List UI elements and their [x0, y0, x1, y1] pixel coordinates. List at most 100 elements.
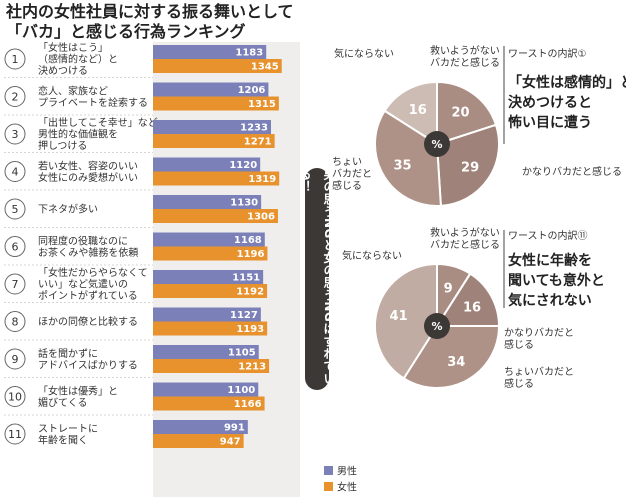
- pie-heading: ワーストの内訳⑪: [508, 229, 588, 242]
- category-label-line: （感情的など）と: [38, 53, 118, 66]
- value-label-male: 1183: [235, 48, 263, 59]
- value-label-female: 1306: [247, 212, 275, 223]
- bar-female: [153, 396, 265, 411]
- slice-label-line: バカだと: [332, 168, 372, 180]
- bar-male: [153, 120, 271, 134]
- value-label-female: 1345: [251, 62, 279, 73]
- pie-caption-line: 決めつけると: [508, 94, 592, 111]
- value-label-female: 947: [220, 437, 241, 448]
- category-label-line: 年齢を聞く: [38, 433, 88, 446]
- slice-label-line: 救いようがない: [430, 226, 500, 239]
- slice-label-line: バカだと感じる: [430, 238, 500, 251]
- bar-male: [153, 345, 259, 359]
- rank-circle: [4, 123, 26, 145]
- rank-number: 10: [8, 391, 22, 404]
- category-label-line: ほかの同僚と比較する: [38, 315, 138, 328]
- bar-female: [153, 434, 244, 448]
- pie-charts: ワーストの内訳①「女性は感情的」と決めつけると怖い目に遭う20救いようがないバカ…: [324, 44, 626, 494]
- bar-male: [153, 82, 269, 97]
- pie-heading: ワーストの内訳①: [508, 47, 586, 60]
- caption-box: [504, 46, 624, 144]
- category-label-line: 媚びてくる: [38, 396, 88, 409]
- pie-slice: [435, 123, 500, 207]
- category-label-line: 女性にのみ愛想がいい: [38, 171, 138, 184]
- pie-slice: [435, 272, 501, 327]
- pie-slice: [383, 80, 438, 146]
- rank-number: 4: [12, 166, 19, 179]
- category-label-line: 押しつける: [38, 139, 87, 152]
- slice-label-line: 感じる: [504, 377, 534, 390]
- category-label-line: アドバイスばかりする: [38, 359, 138, 371]
- pie-caption-line: 聞いても意外と: [508, 272, 605, 289]
- category-label-line: 恋人、家族など: [38, 84, 108, 97]
- rank-number: 2: [12, 91, 19, 104]
- category-label-line: 話を聞かずに: [38, 347, 98, 360]
- value-label-female: 1213: [238, 362, 266, 373]
- bar-female: [153, 134, 275, 148]
- slice-value: 41: [390, 309, 408, 324]
- bar-female: [153, 171, 280, 186]
- rank-number: 5: [12, 203, 19, 216]
- rank-circle: [4, 273, 26, 295]
- slice-label-line: ちょいバカだと: [504, 366, 574, 378]
- slice-label-line: 気にならない: [334, 47, 394, 60]
- value-label-female: 1196: [237, 249, 265, 260]
- slice-value: 34: [447, 355, 465, 370]
- bar-female: [153, 59, 282, 73]
- slice-label-line: かなりバカだと: [504, 327, 574, 339]
- slice-value: 35: [394, 158, 412, 173]
- pie-caption-line: 女性に年齢を: [508, 252, 592, 269]
- slice-label-line: 気にならない: [342, 249, 402, 262]
- slice-value: 29: [461, 160, 479, 175]
- rank-circle: [4, 161, 26, 182]
- category-label-line: 「女性は優秀」と: [38, 384, 118, 397]
- slice-label-line: 救いようがない: [430, 44, 500, 57]
- title-line-2: 「バカ」と感じる行為ランキング: [6, 22, 246, 41]
- value-label-male: 1206: [238, 85, 266, 96]
- value-label-female: 1193: [236, 324, 264, 335]
- legend-label: 男性: [337, 465, 357, 478]
- slice-label-line: 感じる: [504, 338, 534, 351]
- rank-number: 9: [12, 353, 19, 366]
- legend-swatch: [324, 466, 333, 475]
- category-label-line: 同程度の役職なのに: [38, 234, 128, 247]
- bar-male: [153, 382, 259, 397]
- rank-circle: [4, 386, 26, 407]
- rank-number: 8: [12, 316, 19, 329]
- category-label-line: いい」など気遣いの: [38, 278, 128, 291]
- category-label-line: プライベートを詮索する: [38, 96, 148, 109]
- bar-male: [153, 45, 267, 59]
- value-label-female: 1315: [248, 99, 276, 110]
- value-label-female: 1166: [234, 399, 262, 410]
- rank-number: 11: [8, 428, 22, 441]
- category-label-line: 下ネタが多い: [38, 203, 98, 216]
- value-label-male: 1120: [229, 160, 257, 171]
- category-label-line: ストレートに: [38, 423, 98, 435]
- rank-number: 1: [12, 53, 19, 66]
- rank-number: 3: [12, 128, 19, 141]
- bar-male: [153, 232, 265, 247]
- bar-male: [153, 307, 261, 322]
- value-label-male: 1151: [232, 273, 260, 284]
- bar-female: [153, 359, 270, 373]
- bar-female: [153, 284, 268, 298]
- category-label-line: 「出世してこそ幸せ」など: [38, 116, 158, 129]
- pie-slice: [436, 80, 498, 146]
- legend-label: 女性: [337, 481, 357, 494]
- value-label-male: 1168: [234, 235, 262, 246]
- bar-female: [153, 209, 278, 223]
- rank-circle: [4, 48, 26, 70]
- slice-value: 20: [451, 106, 469, 121]
- slice-value: 16: [409, 103, 427, 118]
- value-label-male: 1100: [227, 385, 255, 396]
- rank-circle: [4, 198, 26, 220]
- rank-number: 7: [12, 278, 19, 291]
- value-label-female: 1271: [244, 137, 272, 148]
- value-label-female: 1319: [248, 174, 276, 185]
- category-label-line: お茶くみや雑務を依頼: [38, 246, 138, 259]
- category-label-line: 「女性だからやらなくて: [38, 266, 148, 279]
- category-label-line: 決めつける: [38, 65, 88, 77]
- pie-slice: [374, 109, 442, 207]
